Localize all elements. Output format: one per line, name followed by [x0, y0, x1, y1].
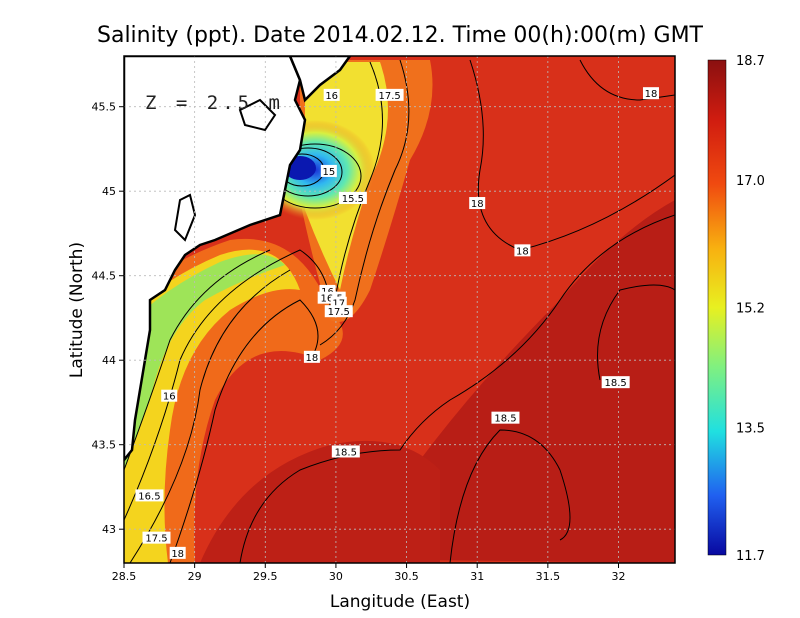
contour-label-box [320, 164, 337, 177]
colorbar [707, 59, 727, 556]
depth-annotation: Z = 2.5 m [145, 92, 284, 114]
contour-label-box [491, 411, 520, 424]
colorbar-labels: 18.7 17.0 15.2 13.5 11.7 [736, 54, 765, 564]
colorbar-tick-label: 18.7 [736, 54, 765, 69]
contour-line [129, 269, 291, 563]
contour-label-box [161, 389, 178, 402]
contour-line [449, 429, 571, 563]
colorbar-tick-label: 17.0 [736, 174, 765, 189]
contour-label-box [135, 489, 164, 502]
x-tick-label: 29 [188, 570, 202, 583]
x-tick-label: 31.5 [536, 570, 561, 583]
grid [124, 56, 675, 563]
y-tick-label: 44 [102, 354, 116, 367]
plot-border [123, 55, 676, 564]
contour-label-box [142, 531, 171, 544]
colorbar-tick-label: 13.5 [736, 422, 765, 437]
contour-line [124, 249, 331, 521]
x-axis-label: Langitude (East) [330, 592, 470, 612]
colorbar-tick-label: 15.2 [736, 302, 765, 317]
contour-label-box [303, 350, 320, 363]
coastal-lagoon [173, 193, 197, 242]
contour-label: 17.5 [145, 534, 167, 545]
contour-label-box [642, 87, 659, 100]
northern-lake [238, 98, 277, 132]
contour-label: 18 [471, 199, 484, 210]
north-land-mass [288, 56, 352, 103]
y-tick-label: 45 [102, 185, 116, 198]
contour-label-box [323, 88, 340, 101]
contour-label: 15.5 [342, 194, 364, 205]
plot-area [124, 56, 675, 563]
x-tick-label: 28.5 [112, 570, 137, 583]
contour-label: 17.5 [378, 91, 400, 102]
x-tick-label: 32 [611, 570, 625, 583]
contour-label-box [169, 546, 186, 559]
contour-line [124, 249, 271, 471]
high-salinity-core-south [200, 440, 440, 563]
contour-label: 18 [171, 549, 184, 560]
land-mass [124, 56, 307, 463]
x-tick-label: 31 [470, 570, 484, 583]
y-tick-label: 43.5 [92, 439, 117, 452]
contour-label-box [375, 88, 404, 101]
contour-label: 18 [516, 246, 529, 257]
contour-line [169, 299, 319, 563]
x-tick-label: 30 [329, 570, 343, 583]
contour-label-box [469, 197, 486, 210]
y-tick-label: 44.5 [92, 270, 117, 283]
contour-label-box [514, 244, 531, 257]
contour-label-box [338, 191, 367, 204]
contour-line [469, 59, 675, 251]
contour-line [579, 59, 675, 101]
contour-label: 18 [306, 353, 319, 364]
contour-label: 16 [163, 392, 176, 403]
coastal-green-band [124, 254, 285, 470]
contour-line [319, 59, 410, 346]
contour-label: 18 [645, 89, 658, 100]
contour-label: 15 [322, 167, 335, 178]
colorbar-tick-label: 11.7 [736, 549, 765, 564]
contour-labels: 1617.5181515.518181616.51717.5181618.518… [135, 87, 659, 560]
contour-label: 18.5 [335, 447, 357, 458]
x-tick-label: 30.5 [394, 570, 419, 583]
y-axis-label: Latitude (North) [67, 242, 87, 378]
y-axis-ticks: 43 43.5 44 44.5 45 45.5 [92, 101, 124, 536]
contour-label: 16.5 [138, 491, 160, 502]
contour-label-box [601, 376, 630, 389]
contour-line [597, 284, 675, 381]
contour-label: 17 [332, 299, 345, 310]
contour-label: 16 [325, 91, 338, 102]
x-axis-ticks: 28.5 29 29.5 30 30.5 31 31.5 32 [112, 563, 625, 583]
contour-label: 17.5 [328, 307, 350, 318]
contour-label-box [331, 445, 360, 458]
y-tick-label: 45.5 [92, 101, 117, 114]
contour-label: 18.5 [605, 378, 627, 389]
contour-label-box [324, 305, 353, 318]
x-tick-label: 29.5 [253, 570, 278, 583]
chart-title: Salinity (ppt). Date 2014.02.12. Time 00… [97, 23, 704, 48]
contour-label: 18.5 [494, 414, 516, 425]
y-tick-label: 43 [102, 523, 116, 536]
